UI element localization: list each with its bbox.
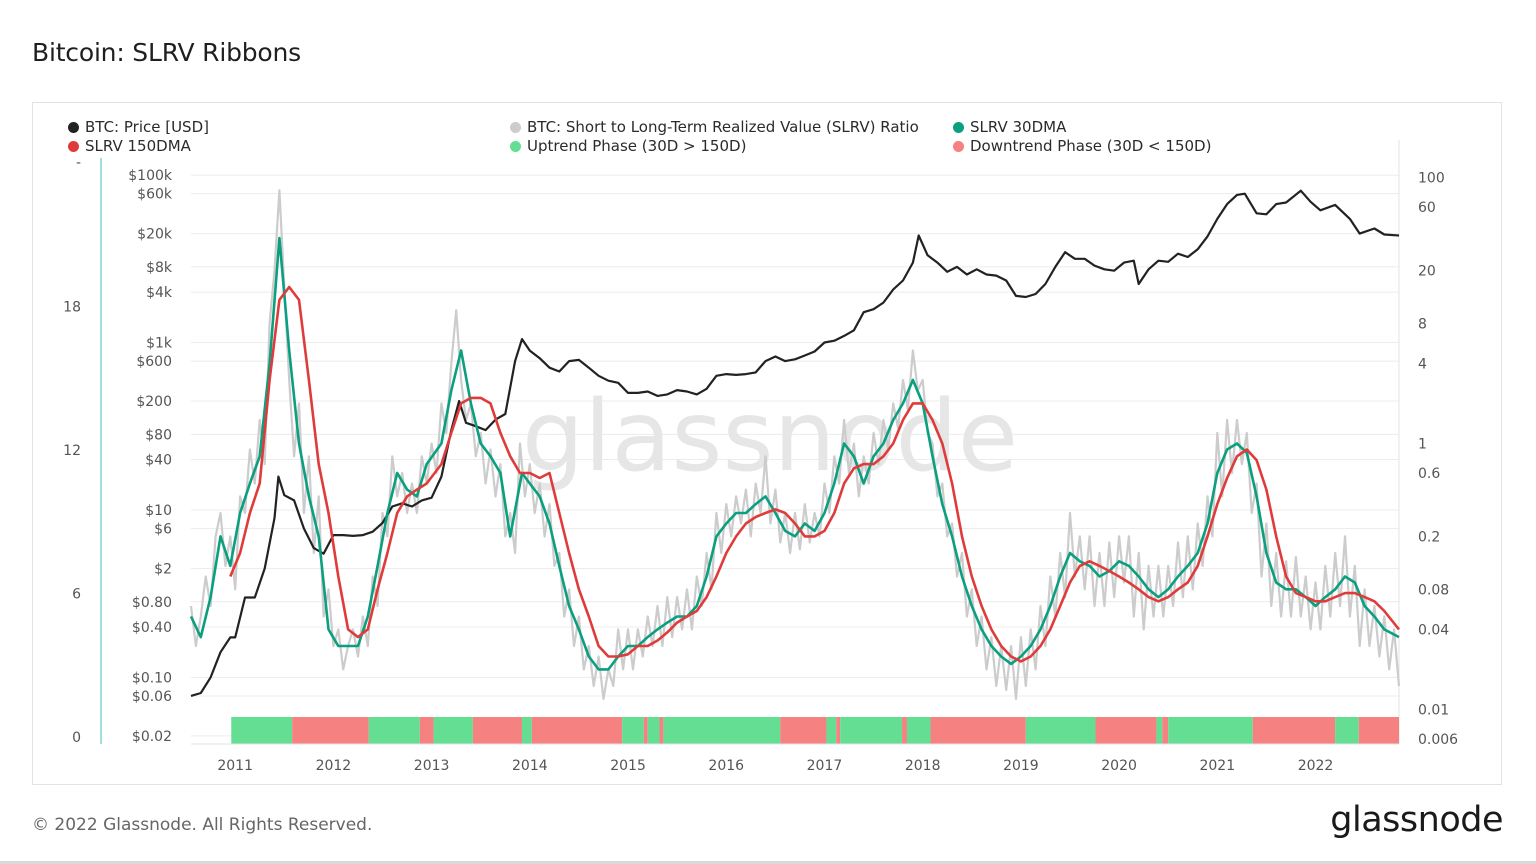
price-tick-label: $600 bbox=[136, 354, 172, 370]
price-tick-label: $0.06 bbox=[132, 689, 172, 705]
slrv-tick-label: 0.6 bbox=[1418, 466, 1440, 482]
x-tick-label: 2011 bbox=[217, 758, 253, 774]
price-tick-label: $100k bbox=[128, 168, 173, 184]
slrv-tick-label: 0.08 bbox=[1418, 582, 1449, 598]
downtrend-phase-bar bbox=[1358, 717, 1399, 744]
slrv-ratio-line bbox=[189, 189, 1401, 700]
left-tick-label: 0 bbox=[72, 730, 81, 746]
downtrend-phase-bar bbox=[902, 717, 907, 744]
x-tick-label: 2016 bbox=[708, 758, 744, 774]
left-tick-label: 6 bbox=[72, 587, 81, 603]
chart[interactable]: glassnode 2011 2012 2013 2014 2015 2016 2017 20… bbox=[0, 0, 1536, 800]
price-tick-label: $60k bbox=[137, 187, 173, 203]
uptrend-phase-bar bbox=[521, 717, 532, 744]
uptrend-phase-bar bbox=[1025, 717, 1096, 744]
x-tick-label: 2017 bbox=[807, 758, 843, 774]
x-tick-label: 2019 bbox=[1003, 758, 1039, 774]
downtrend-phase-bar bbox=[1162, 717, 1169, 744]
bottom-rule bbox=[0, 861, 1536, 864]
x-tick-label: 2014 bbox=[512, 758, 548, 774]
price-tick-label: $0.40 bbox=[132, 620, 172, 636]
uptrend-phase-bar bbox=[826, 717, 837, 744]
slrv-tick-label: 1 bbox=[1418, 436, 1427, 452]
watermark: glassnode bbox=[522, 380, 1018, 494]
uptrend-phase-bar bbox=[1156, 717, 1163, 744]
price-tick-label: $10 bbox=[145, 503, 172, 519]
uptrend-phase-bar bbox=[906, 717, 931, 744]
slrv-tick-label: 0.01 bbox=[1418, 702, 1449, 718]
slrv-tick-label: 0.04 bbox=[1418, 622, 1449, 638]
downtrend-phase-bar bbox=[780, 717, 827, 744]
slrv-150dma-line bbox=[229, 285, 1401, 663]
brand-logo[interactable]: glassnode bbox=[1330, 800, 1503, 840]
slrv-tick-label: 4 bbox=[1418, 356, 1427, 372]
copyright-footer: © 2022 Glassnode. All Rights Reserved. bbox=[32, 815, 373, 835]
downtrend-phase-bar bbox=[1252, 717, 1336, 744]
page-title: Bitcoin: SLRV Ribbons bbox=[32, 38, 301, 67]
downtrend-phase-bar bbox=[836, 717, 841, 744]
downtrend-phase-bar bbox=[419, 717, 434, 744]
downtrend-phase-bar bbox=[531, 717, 623, 744]
slrv-tick-label: 8 bbox=[1418, 316, 1427, 332]
left-tick-label: 18 bbox=[63, 300, 81, 316]
x-tick-label: 2015 bbox=[610, 758, 646, 774]
series-lines bbox=[189, 189, 1401, 700]
slrv-tick-label: 100 bbox=[1418, 170, 1445, 186]
price-tick-label: $200 bbox=[136, 394, 172, 410]
uptrend-phase-bar bbox=[663, 717, 781, 744]
chart-card bbox=[32, 102, 1502, 785]
downtrend-phase-bar bbox=[930, 717, 1026, 744]
x-tick-label: 2021 bbox=[1199, 758, 1235, 774]
uptrend-phase-bar bbox=[647, 717, 660, 744]
axes: 2011 2012 2013 2014 2015 2016 2017 2018 2019 2020… bbox=[63, 155, 1458, 774]
uptrend-phase-bar bbox=[368, 717, 420, 744]
left-tick-label: - bbox=[76, 155, 81, 171]
left-tick-label: 12 bbox=[63, 443, 81, 459]
x-tick-label: 2012 bbox=[316, 758, 352, 774]
price-tick-label: $40 bbox=[145, 453, 172, 469]
price-tick-label: $0.80 bbox=[132, 595, 172, 611]
uptrend-phase-bar bbox=[840, 717, 903, 744]
downtrend-phase-bar bbox=[659, 717, 664, 744]
downtrend-phase-bar bbox=[1095, 717, 1157, 744]
price-tick-label: $80 bbox=[145, 427, 172, 443]
slrv-tick-label: 0.006 bbox=[1418, 732, 1458, 748]
price-tick-label: $8k bbox=[146, 260, 173, 276]
downtrend-phase-bar bbox=[643, 717, 648, 744]
x-tick-label: 2020 bbox=[1101, 758, 1137, 774]
price-tick-label: $0.02 bbox=[132, 729, 172, 745]
price-tick-label: $2 bbox=[154, 561, 172, 577]
downtrend-phase-bar bbox=[292, 717, 369, 744]
uptrend-phase-bar bbox=[231, 717, 293, 744]
x-tick-label: 2018 bbox=[905, 758, 941, 774]
x-tick-label: 2022 bbox=[1298, 758, 1334, 774]
x-tick-label: 2013 bbox=[414, 758, 450, 774]
uptrend-phase-bar bbox=[1335, 717, 1359, 744]
phase-bars bbox=[231, 717, 1399, 744]
uptrend-phase-bar bbox=[622, 717, 644, 744]
price-tick-label: $6 bbox=[154, 522, 172, 538]
price-tick-label: $20k bbox=[137, 227, 173, 243]
uptrend-phase-bar bbox=[1168, 717, 1253, 744]
price-tick-label: $0.10 bbox=[132, 670, 172, 686]
price-tick-label: $4k bbox=[146, 285, 173, 301]
slrv-tick-label: 60 bbox=[1418, 200, 1436, 216]
downtrend-phase-bar bbox=[472, 717, 522, 744]
slrv-30dma-line bbox=[189, 236, 1400, 671]
price-tick-label: $1k bbox=[146, 336, 173, 352]
uptrend-phase-bar bbox=[433, 717, 473, 744]
slrv-tick-label: 20 bbox=[1418, 263, 1436, 279]
slrv-tick-label: 0.2 bbox=[1418, 529, 1440, 545]
btc-price-line bbox=[190, 189, 1400, 697]
